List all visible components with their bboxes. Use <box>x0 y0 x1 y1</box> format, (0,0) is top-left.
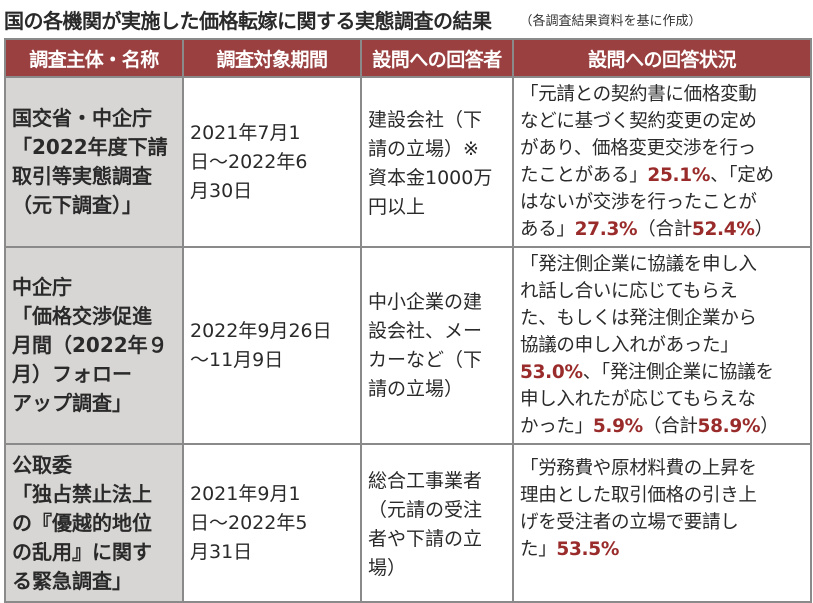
respondent-cell: 建設会社（下 請の立場）※ 資本金1000万 円以上 <box>360 76 514 248</box>
percentage-value: 27.3% <box>574 219 638 240</box>
answer-line: た、もしくは発注側企業から <box>520 308 757 329</box>
total-percentage: 52.4% <box>691 219 755 240</box>
survey-name-line: 「価格交渉促進 <box>12 304 152 328</box>
answer-cell: 「労務費や原材料費の上昇を 理由とした取引価格の引き上 げを受注者の立場で要請し… <box>512 443 812 603</box>
survey-name-line: 月）フォロー <box>12 362 132 386</box>
respondent-line: カーなど（下 <box>368 348 483 371</box>
answer-line: れ話し合いに応じてもらえ <box>520 281 738 302</box>
column-header-respondent: 設問への回答者 <box>360 38 514 78</box>
survey-name-line: る緊急調査」 <box>12 568 132 593</box>
answer-line: 協議の申し入れがあった」 <box>520 335 739 356</box>
table-row: 国交省・中企庁 「2022年度下請 取引等実態調査 （元下調査）」 2021年7… <box>4 76 812 248</box>
survey-name-line: 月間（2022年９ <box>12 333 168 357</box>
survey-name-line: （元下調査）」 <box>12 193 142 217</box>
survey-name-line: 取引等実態調査 <box>12 164 152 188</box>
respondent-line: 総合工事業者 <box>368 470 483 492</box>
survey-results-table: 調査主体・名称 調査対象期間 設問への回答者 設問への回答状況 国交省・中企庁 … <box>4 38 812 603</box>
period-line: 月30日 <box>190 179 253 202</box>
survey-name-line: 公取委 <box>12 452 72 477</box>
respondent-line: 請の立場）※ <box>368 138 479 160</box>
period-line: ～11月9日 <box>190 348 284 371</box>
period-line: 日～2022年5 <box>190 511 308 534</box>
table-row: 公取委 「独占禁止法上 の『優越的地位 の乱用』に関す る緊急調査」 2021年… <box>4 443 812 603</box>
survey-name-cell: 国交省・中企庁 「2022年度下請 取引等実態調査 （元下調査）」 <box>4 76 184 248</box>
answer-text: 、「発注側企業に協議を <box>582 362 774 383</box>
survey-name-line: 「2022年度下請 <box>12 135 168 159</box>
period-cell: 2022年9月26日 ～11月9日 <box>182 246 362 445</box>
answer-cell: 「発注側企業に協議を申し入 れ話し合いに応じてもらえ た、もしくは発注側企業から… <box>512 246 812 445</box>
table-row: 中企庁 「価格交渉促進 月間（2022年９ 月）フォロー アップ調査」 2022… <box>4 246 812 445</box>
survey-name-line: 中企庁 <box>12 275 72 299</box>
respondent-line: 資本金1000万 <box>368 167 493 189</box>
answer-text: た」 <box>520 539 557 560</box>
survey-name-cell: 公取委 「独占禁止法上 の『優越的地位 の乱用』に関す る緊急調査」 <box>4 443 184 603</box>
answer-cell: 「元請との契約書に価格変動 などに基づく契約変更の定め があり、価格変更交渉を行… <box>512 76 812 248</box>
answer-line: 「労務費や原材料費の上昇を <box>520 458 757 479</box>
answer-line: 「発注側企業に協議を申し入 <box>520 254 757 275</box>
page-title: 国の各機関が実施した価格転嫁に関する実態調査の結果 <box>4 8 492 33</box>
period-line: 2021年9月1 <box>190 482 301 505</box>
respondent-line: 円以上 <box>368 196 426 218</box>
answer-line: などに基づく契約変更の定め <box>520 111 757 132</box>
percentage-value: 5.9% <box>592 416 643 437</box>
answer-line: 53.0%、「発注側企業に協議を <box>520 359 804 386</box>
period-cell: 2021年9月1 日～2022年5 月31日 <box>182 443 362 603</box>
answer-line: ある」27.3%（合計52.4%） <box>520 216 804 243</box>
answer-line: た」53.5% <box>520 536 804 563</box>
answer-line: はないが交渉を行ったことが <box>520 192 757 213</box>
respondent-line: 設会社、メー <box>368 319 483 342</box>
answer-text: （合計 <box>637 219 692 240</box>
respondent-line: （元請の受注 <box>368 499 483 521</box>
percentage-value: 25.1% <box>647 165 711 186</box>
answer-text: 、「定め <box>710 165 774 186</box>
period-cell: 2021年7月1 日～2022年6 月30日 <box>182 76 362 248</box>
column-header-answer: 設問への回答状況 <box>512 38 812 78</box>
respondent-line: 者や下請の立 <box>368 528 483 550</box>
total-percentage: 58.9% <box>697 416 761 437</box>
percentage-value: 53.0% <box>520 362 583 383</box>
answer-line: 理由とした取引価格の引き上 <box>520 485 757 506</box>
answer-line: かった」5.9%（合計58.9%） <box>520 413 804 440</box>
answer-text: かった」 <box>520 416 593 437</box>
respondent-cell: 総合工事業者 （元請の受注 者や下請の立 場） <box>360 443 514 603</box>
survey-name-line: アップ調査」 <box>12 391 132 415</box>
answer-line: げを受注者の立場で要請し <box>520 512 739 533</box>
answer-line: 「元請との契約書に価格変動 <box>520 84 757 105</box>
answer-line: たことがある」25.1%、「定め <box>520 162 804 189</box>
answer-line: 申し入れたが応じてもらえな <box>520 389 756 410</box>
period-line: 2022年9月26日 <box>190 319 332 342</box>
column-header-period: 調査対象期間 <box>182 38 362 78</box>
period-line: 2021年7月1 <box>190 121 301 144</box>
respondent-line: 中小企業の建 <box>368 290 483 313</box>
answer-text: たことがある」 <box>520 165 648 186</box>
survey-name-line: の『優越的地位 <box>12 510 152 535</box>
column-header-survey-name: 調査主体・名称 <box>4 38 184 78</box>
period-line: 日～2022年6 <box>190 150 308 173</box>
survey-name-line: 国交省・中企庁 <box>12 106 152 130</box>
survey-name-line: の乱用』に関す <box>12 539 152 564</box>
respondent-cell: 中小企業の建 設会社、メー カーなど（下 請の立場） <box>360 246 514 445</box>
source-note: （各調査結果資料を基に作成） <box>519 13 702 29</box>
answer-text: ） <box>760 416 779 437</box>
period-line: 月31日 <box>190 540 253 563</box>
answer-line: があり、価格変更交渉を行っ <box>520 138 756 159</box>
title-bar: 国の各機関が実施した価格転嫁に関する実態調査の結果 （各調査結果資料を基に作成） <box>0 0 813 38</box>
respondent-line: 建設会社（下 <box>368 109 483 131</box>
answer-text: （合計 <box>642 416 698 437</box>
respondent-line: 請の立場） <box>368 377 464 400</box>
answer-text: ある」 <box>520 219 575 240</box>
table-header-row: 調査主体・名称 調査対象期間 設問への回答者 設問への回答状況 <box>4 38 812 78</box>
survey-name-cell: 中企庁 「価格交渉促進 月間（2022年９ 月）フォロー アップ調査」 <box>4 246 184 445</box>
respondent-line: 場） <box>368 557 407 579</box>
percentage-value: 53.5% <box>556 539 620 560</box>
answer-text: ） <box>754 219 774 240</box>
survey-name-line: 「独占禁止法上 <box>12 481 152 506</box>
